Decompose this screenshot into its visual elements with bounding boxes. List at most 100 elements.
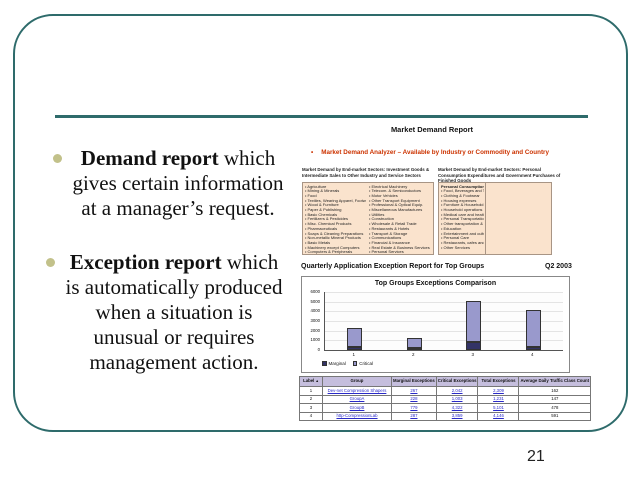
legend-swatch — [322, 361, 327, 366]
table-cell: 591 — [518, 411, 592, 421]
report-list-item: • Food, Beverages and Tobacco — [441, 189, 484, 194]
chart-legend: Marginal Critical — [322, 361, 373, 366]
cell-link[interactable]: 267 — [410, 387, 418, 393]
cell-link[interactable]: 779 — [410, 404, 418, 410]
cell-link[interactable]: 5,101 — [493, 404, 504, 410]
column-header[interactable]: Critical Exceptions — [435, 376, 479, 387]
bar-segment-marginal — [525, 347, 541, 350]
table-link-cell[interactable]: 779 — [391, 403, 437, 413]
report-list-item: • Other Services — [441, 245, 470, 250]
bar-segment-critical — [347, 327, 363, 348]
exception-table-body: 1 Dev-net Compression Shapers 267 2,042 2,30… — [299, 386, 592, 421]
table-link-cell[interactable]: GroupA — [322, 394, 392, 404]
table-link-cell[interactable]: 2,309 — [477, 386, 520, 396]
exception-report-header: Quarterly Application Exception Report f… — [301, 263, 485, 270]
bar-segment-critical — [525, 309, 541, 348]
cell-link[interactable]: 1,003 — [451, 396, 463, 402]
gridline — [325, 292, 563, 293]
red-bullet-icon: • — [311, 149, 314, 156]
report-list-item: • Construction — [369, 217, 394, 222]
table-link-cell[interactable]: 267 — [391, 386, 437, 396]
table-link-cell[interactable]: 2,042 — [435, 386, 479, 396]
legend-label: Marginal — [328, 361, 346, 366]
table-link-cell[interactable]: Dev-net Compression Shapers — [322, 386, 392, 396]
report-list-item: • Clothing & Footwear — [441, 193, 480, 198]
bullet-line: unusual or requires — [93, 325, 255, 349]
column-header[interactable]: Marginal Exceptions — [391, 376, 437, 387]
x-category-label: 3 — [471, 352, 475, 357]
report-list-item: • Housing expenses — [441, 198, 477, 203]
report-list-item: • Miscellaneous Manufactures — [369, 208, 423, 213]
report-list-item: • Utilities — [369, 212, 385, 217]
cell-link[interactable]: 228 — [410, 396, 418, 402]
column-header[interactable]: Group — [322, 376, 392, 387]
table-link-cell[interactable]: 3,859 — [435, 411, 479, 421]
investment-goods-sector-box: • Agriculture • Mining & Minerals • Food • … — [302, 182, 434, 255]
table-header-row: Label ▲ Group Marginal Exceptions Critical … — [299, 376, 592, 387]
report-list-item: • Other Transport Equipment — [369, 198, 420, 203]
column-header[interactable]: Total Exceptions — [477, 376, 520, 387]
table-link-cell[interactable]: 1,003 — [435, 394, 479, 404]
title-divider-line — [55, 115, 588, 118]
table-link-cell[interactable]: 1,231 — [477, 394, 520, 404]
analyzer-text: Market Demand Analyzer – Available by In… — [321, 149, 550, 156]
table-link-cell[interactable]: 228 — [391, 394, 437, 404]
cell-link[interactable]: GroupA — [349, 396, 365, 402]
cell-link[interactable]: 3,859 — [451, 413, 463, 419]
report-list-item: • Textiles, Wearing Apparel, Footwear — [305, 198, 366, 203]
bullet-line: gives certain information — [72, 171, 284, 195]
report-list-item: • Household operations — [441, 208, 483, 213]
gridline — [325, 321, 563, 322]
y-tick-label: 0 — [317, 347, 320, 352]
report-list-item: • Wood & Furniture — [305, 203, 339, 208]
quarter-label: Q2 2003 — [545, 263, 572, 270]
legend-item: Critical — [352, 361, 373, 366]
gridline — [325, 340, 563, 342]
report-list-item: • Medical care and health expenses — [441, 212, 484, 217]
report-list-item: • Soaps & Cleaning Preparations — [305, 231, 364, 236]
bullet-marker-icon — [53, 154, 62, 163]
y-tick-label: 5000 — [310, 298, 320, 304]
report-list-item: • Furniture & Household equipment — [441, 203, 484, 208]
cell-link[interactable]: Dev-net Compression Shapers — [327, 387, 387, 393]
table-link-cell[interactable]: 4,322 — [435, 403, 479, 413]
y-tick-label: 2000 — [310, 327, 320, 333]
x-category-label: 1 — [352, 352, 356, 357]
cell-link[interactable]: http-CompressionLab — [336, 413, 378, 419]
cell-link[interactable]: 1,231 — [493, 396, 504, 402]
cell-link[interactable]: 4,146 — [493, 413, 504, 419]
cell-link[interactable]: 287 — [410, 413, 418, 419]
analyzer-line: • Market Demand Analyzer – Available by I… — [311, 149, 549, 156]
cell-link[interactable]: 2,309 — [493, 387, 504, 393]
pce-item-list: • Food, Beverages and Tobacco• Clothing … — [441, 189, 484, 250]
sector-list-column: Personal Consumption Expenditures: • Foo… — [439, 183, 486, 254]
table-link-cell[interactable]: 287 — [391, 411, 437, 421]
table-link-cell[interactable]: http-CompressionLab — [322, 411, 392, 421]
report-list-item: • Communications — [369, 236, 402, 241]
report-list-item: • Pharmaceuticals — [305, 226, 338, 231]
column-header[interactable]: Average Daily Traffic Class Count — [518, 376, 592, 387]
chart-x-axis-labels: 1 2 3 4 — [324, 352, 562, 358]
report-list-item: • Misc. Chemical Products — [305, 222, 352, 227]
report-list-item: • Mining & Minerals — [305, 189, 340, 194]
column-header[interactable]: Label ▲ — [299, 376, 323, 387]
cell-link[interactable]: 4,322 — [451, 404, 463, 410]
personal-consumption-sector-box: Personal Consumption Expenditures: • Foo… — [438, 182, 552, 255]
bar-segment-critical — [466, 300, 482, 343]
bar-segment-marginal — [466, 342, 482, 350]
table-link-cell[interactable]: 5,101 — [477, 403, 520, 413]
bar-segment-critical — [406, 338, 422, 348]
report-list-item: • Paper & Publishing — [305, 208, 342, 213]
report-list-item: • Other transportation & communication — [441, 222, 484, 227]
table-link-cell[interactable]: GroupB — [322, 403, 392, 413]
bar-segment-marginal — [406, 347, 422, 350]
table-cell: 3 — [299, 403, 323, 413]
cell-link[interactable]: 2,042 — [451, 387, 463, 393]
cell-link[interactable]: GroupB — [349, 404, 365, 410]
report-list-item: • Machinery except Computers — [305, 245, 360, 250]
bullet-line: at a manager’s request. — [81, 196, 275, 220]
x-category-label: 4 — [530, 352, 534, 357]
table-link-cell[interactable]: 4,146 — [477, 411, 520, 421]
gridline — [325, 301, 563, 303]
y-tick-label: 1000 — [310, 337, 320, 343]
